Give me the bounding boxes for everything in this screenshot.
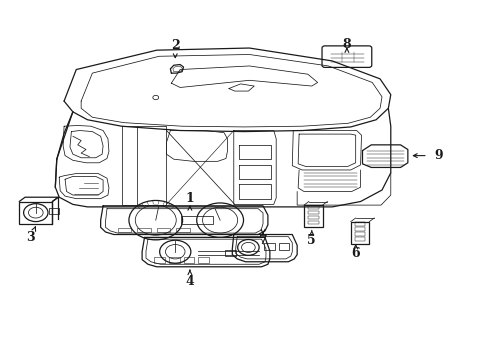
Bar bbox=[307, 211, 318, 215]
Text: 3: 3 bbox=[26, 231, 35, 244]
Text: 4: 4 bbox=[185, 275, 194, 288]
Bar bbox=[168, 257, 179, 263]
Bar bbox=[307, 221, 318, 225]
Bar bbox=[354, 227, 365, 231]
Bar bbox=[198, 257, 208, 263]
Bar bbox=[354, 237, 365, 241]
Bar bbox=[264, 243, 274, 250]
Text: 7: 7 bbox=[258, 234, 267, 247]
Bar bbox=[354, 222, 365, 226]
Bar bbox=[157, 228, 170, 232]
Bar bbox=[19, 202, 52, 224]
Bar bbox=[307, 206, 318, 210]
Bar bbox=[137, 228, 151, 232]
Text: 1: 1 bbox=[185, 192, 194, 205]
Bar bbox=[181, 216, 212, 224]
Bar bbox=[304, 205, 322, 227]
Bar bbox=[278, 243, 289, 250]
Text: 6: 6 bbox=[351, 247, 359, 260]
Bar bbox=[350, 222, 368, 244]
Bar bbox=[307, 216, 318, 220]
Bar bbox=[354, 232, 365, 236]
Text: 5: 5 bbox=[307, 234, 315, 247]
Text: 9: 9 bbox=[433, 149, 442, 162]
Bar bbox=[118, 228, 131, 232]
Bar bbox=[154, 257, 164, 263]
Text: 2: 2 bbox=[170, 39, 179, 52]
Bar bbox=[183, 257, 194, 263]
Bar bbox=[49, 208, 59, 214]
Text: 8: 8 bbox=[342, 38, 350, 51]
Bar bbox=[176, 228, 189, 232]
Bar bbox=[224, 249, 235, 256]
